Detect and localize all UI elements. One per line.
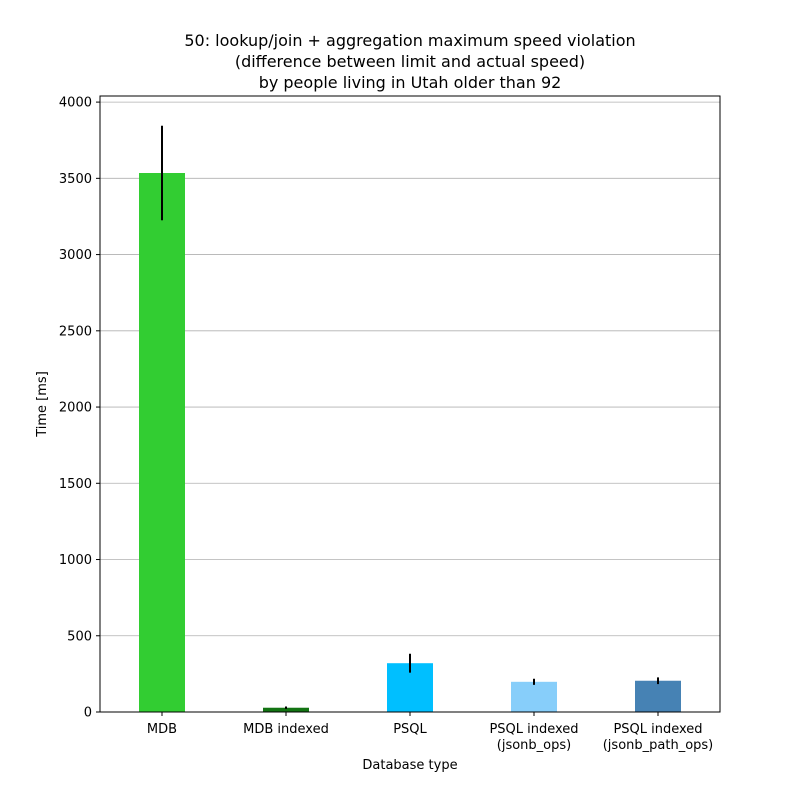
y-tick-label: 500 [67, 629, 92, 644]
y-tick-label: 4000 [59, 96, 92, 111]
y-gridlines [100, 101, 720, 713]
bar [263, 707, 309, 712]
chart-title-line: 50: lookup/join + aggregation maximum sp… [184, 31, 635, 50]
bars [139, 173, 681, 712]
bar [139, 173, 185, 712]
y-tick-label: 0 [84, 706, 92, 721]
chart-title-line: (difference between limit and actual spe… [235, 52, 585, 71]
x-tick-label: PSQL indexed [489, 722, 578, 737]
x-tick-label: PSQL indexed [613, 722, 702, 737]
x-axis-label: Database type [362, 758, 457, 773]
chart-title: 50: lookup/join + aggregation maximum sp… [184, 31, 635, 92]
y-tick-label: 3500 [59, 172, 92, 187]
y-tick-label: 1500 [59, 477, 92, 492]
y-tick-label: 2500 [59, 324, 92, 339]
y-axis-ticks: 0 500 1000 1500 2000 2500 3000 3500 4000 [59, 96, 100, 721]
x-tick-label: PSQL [393, 722, 427, 737]
x-tick-label: MDB [147, 722, 177, 737]
x-tick-label: (jsonb_ops) [497, 738, 571, 753]
bar [635, 680, 681, 712]
plot-frame [99, 95, 721, 713]
y-tick-label: 3000 [59, 248, 92, 263]
chart-title-line: by people living in Utah older than 92 [259, 73, 562, 92]
x-tick-label: MDB indexed [243, 722, 329, 737]
y-tick-label: 2000 [59, 401, 92, 416]
x-tick-label: (jsonb_path_ops) [603, 738, 714, 753]
error-bars [161, 125, 659, 709]
y-axis-label: Time [ms] [35, 371, 50, 438]
y-tick-label: 1000 [59, 553, 92, 568]
x-axis-ticks: MDB MDB indexed PSQL PSQL indexed(jsonb_ops… [147, 712, 713, 753]
bar [511, 681, 557, 712]
